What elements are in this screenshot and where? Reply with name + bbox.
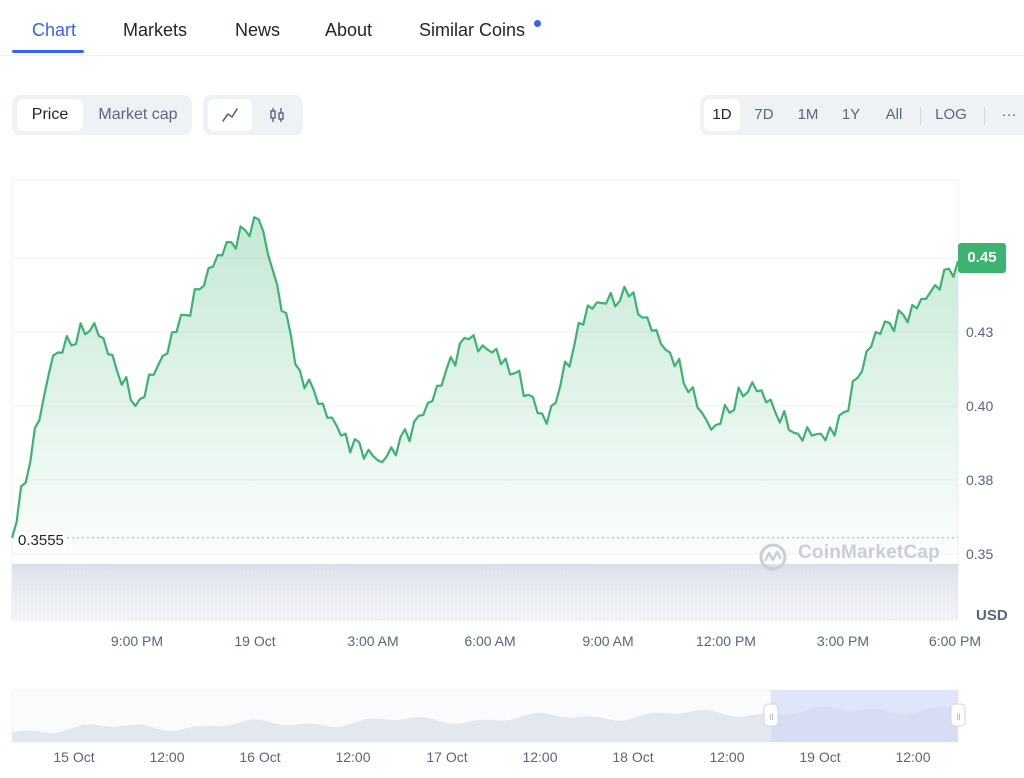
- candlestick-icon: [270, 108, 284, 122]
- tab-news[interactable]: News: [235, 20, 281, 40]
- price-button[interactable]: Price: [17, 99, 83, 131]
- price-point: [175, 330, 179, 334]
- range-1d-button[interactable]: 1D: [704, 99, 740, 131]
- price-point: [298, 368, 302, 372]
- range-1m-button[interactable]: 1M: [797, 106, 819, 123]
- price-point: [545, 422, 549, 426]
- x-tick-label: 3:00 AM: [347, 633, 398, 649]
- price-area-fill: [12, 217, 958, 554]
- price-point: [586, 303, 590, 307]
- y-tick-label: 0.43: [966, 324, 993, 340]
- navigator-tick-label: 16 Oct: [239, 749, 280, 765]
- price-point: [668, 351, 672, 355]
- price-point: [750, 380, 754, 384]
- x-tick-label: 12:00 PM: [696, 633, 756, 649]
- y-tick-label: 0.40: [966, 398, 993, 414]
- price-point: [133, 404, 137, 408]
- navigator-handle-left: [763, 703, 779, 727]
- price-point: [915, 306, 919, 310]
- x-tick-label: 6:00 AM: [464, 633, 515, 649]
- navigator-tick-label: 12:00: [709, 749, 744, 765]
- market-cap-button[interactable]: Market cap: [98, 106, 178, 123]
- active-tab-underline: [12, 50, 84, 53]
- navigator-tick-label: 12:00: [895, 749, 930, 765]
- log-scale-button[interactable]: LOG: [935, 106, 967, 123]
- tab-about[interactable]: About: [325, 20, 373, 40]
- low-price-label: 0.3555: [16, 532, 66, 549]
- tab-markets[interactable]: Markets: [123, 20, 188, 40]
- more-options-button[interactable]: ···: [1001, 106, 1017, 123]
- tab-similar-coins[interactable]: Similar Coins: [419, 20, 526, 40]
- range-divider: [984, 107, 985, 125]
- chart-watermark: CoinMarketCap: [798, 542, 940, 563]
- x-tick-label: 3:00 PM: [817, 633, 869, 649]
- x-tick-label: 19 Oct: [234, 633, 275, 649]
- y-tick-label: 0.38: [966, 472, 993, 488]
- range-selector: 1D 7D 1M 1Y All LOG ···: [700, 95, 1024, 135]
- price-chart-svg: 0.35 0.38 0.40 0.43 0.45 USD 9:00 PM 19 Oct 3:00…: [10, 179, 1008, 649]
- price-point: [216, 253, 220, 257]
- navigator-tick-label: 18 Oct: [612, 749, 653, 765]
- range-all-button[interactable]: All: [885, 106, 903, 123]
- range-divider: [920, 107, 921, 125]
- price-point: [833, 434, 837, 438]
- price-point: [421, 413, 425, 417]
- price-point: [504, 357, 508, 361]
- price-point: [51, 354, 55, 358]
- coinmarketcap-logo-icon: [759, 543, 787, 571]
- candlestick-button[interactable]: [255, 99, 299, 131]
- price-point: [791, 431, 795, 435]
- tab-bar: Chart Markets News About Similar Coins: [0, 0, 1024, 56]
- range-1y-button[interactable]: 1Y: [841, 106, 861, 123]
- chart-type-toggle: [203, 95, 303, 135]
- navigator-tick-label: 15 Oct: [53, 749, 94, 765]
- navigator-handle-right: [950, 703, 966, 727]
- range-navigator[interactable]: ॥ ॥ 15 Oct 12:00 16 Oct 12:00 17 Oct 12:00 18 Oc…: [0, 689, 1024, 778]
- x-tick-label: 6:00 PM: [929, 633, 981, 649]
- navigator-tick-label: 12:00: [335, 749, 370, 765]
- price-point: [339, 434, 343, 438]
- line-chart-icon: [222, 108, 238, 122]
- range-navigator-svg: ॥ ॥ 15 Oct 12:00 16 Oct 12:00 17 Oct 12:00 18 Oc…: [11, 689, 966, 765]
- line-chart-button[interactable]: [208, 99, 252, 131]
- navigator-tick-label: 17 Oct: [426, 749, 467, 765]
- y-tick-label: 0.35: [966, 546, 993, 562]
- price-point: [257, 218, 261, 222]
- metric-toggle: Price Market cap: [12, 95, 192, 135]
- handle-grip-icon: ॥: [768, 712, 774, 723]
- tab-chart[interactable]: Chart: [32, 20, 77, 40]
- handle-grip-icon: ॥: [955, 712, 961, 723]
- navigator-tick-label: 12:00: [522, 749, 557, 765]
- price-point: [462, 336, 466, 340]
- currency-label: USD: [976, 607, 1008, 624]
- x-tick-label: 9:00 AM: [582, 633, 633, 649]
- price-point: [709, 428, 713, 432]
- price-point: [627, 294, 631, 298]
- price-line: [10, 216, 960, 539]
- navigator-area: [12, 706, 958, 742]
- range-7d-button[interactable]: 7D: [754, 106, 774, 123]
- x-tick-label: 9:00 PM: [111, 633, 163, 649]
- current-price-tag: 0.45: [958, 243, 1006, 273]
- navigator-tick-label: 12:00: [149, 749, 184, 765]
- price-point: [92, 321, 96, 325]
- price-chart[interactable]: 0.35 0.38 0.40 0.43 0.45 USD 9:00 PM 19 Oct 3:00…: [0, 170, 1024, 650]
- navigator-selection: [771, 690, 958, 742]
- new-indicator-dot: [534, 20, 541, 27]
- navigator-tick-label: 19 Oct: [799, 749, 840, 765]
- price-point: [380, 460, 384, 464]
- price-point: [874, 330, 878, 334]
